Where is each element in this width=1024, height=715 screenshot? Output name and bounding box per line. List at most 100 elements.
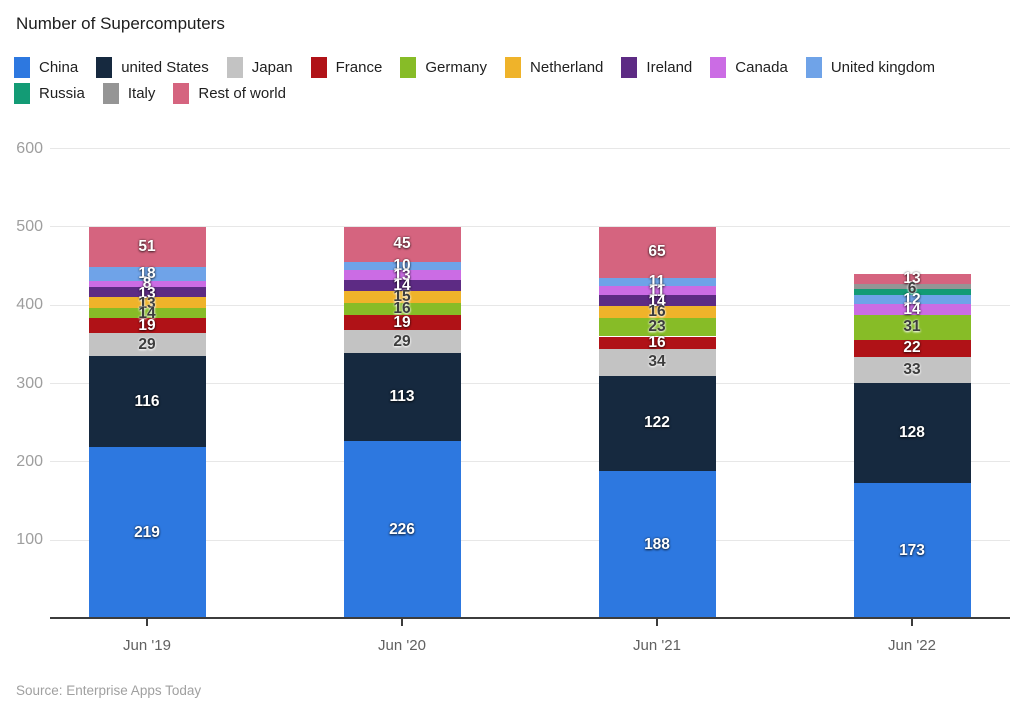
bar-segment-france[interactable] [598,336,716,350]
x-axis-label-2: Jun '20 [378,637,426,654]
legend-label: Italy [127,85,156,102]
bar-segment-netherland[interactable] [88,297,206,308]
legend-item-united-states[interactable]: united States [96,57,209,78]
gridline-500 [50,226,1010,228]
legend-item-russia[interactable]: Russia [14,83,85,104]
bar-segment-rest-of-world[interactable] [598,226,716,278]
legend: China united States Japan France Germany Neth… [14,57,1014,109]
bar-segment-canada[interactable] [343,269,461,281]
bar-segment-china[interactable] [343,441,461,619]
bar-segment-germany[interactable] [343,302,461,316]
bar-segment-united-kingdom[interactable] [598,277,716,287]
bar-segment-united-states[interactable] [88,356,206,447]
bar-segment-ireland[interactable] [88,287,206,298]
legend-swatch [14,83,30,104]
legend-swatch [173,83,190,104]
legend-item-canada[interactable]: Canada [710,57,788,78]
legend-label: Japan [251,59,293,76]
legend-swatch [400,57,417,78]
legend-label: Netherland [530,59,604,76]
x-axis-tick [911,619,913,626]
bar-segment-canada[interactable] [88,280,206,288]
legend-label: Russia [39,85,85,102]
legend-item-netherland[interactable]: Netherland [505,57,603,78]
y-axis-label-400: 400 [16,296,43,314]
legend-label: France [335,59,383,76]
legend-label: Canada [735,59,788,76]
legend-swatch [505,57,522,78]
legend-item-japan[interactable]: Japan [226,57,293,78]
bar-segment-canada[interactable] [598,286,716,295]
legend-label: Ireland [646,59,693,76]
bar-segment-netherland[interactable] [598,305,716,319]
bar-segment-united-states[interactable] [343,352,461,442]
gridline-300 [50,383,1010,384]
legend-label: United kingdom [830,59,936,76]
legend-swatch [621,57,638,78]
bar-segment-united-kingdom[interactable] [88,266,206,281]
legend-item-france[interactable]: France [310,57,383,78]
bar-segment-china[interactable] [88,446,206,619]
gridline-200 [50,461,1010,463]
legend-item-germany[interactable]: Germany [400,57,487,78]
legend-swatch [96,57,113,78]
bar-segment-germany[interactable] [853,315,971,340]
legend-item-china[interactable]: China [14,57,78,78]
legend-row: China united States Japan France Germany Neth… [14,57,1014,78]
bar-segment-rest-of-world[interactable] [88,226,206,267]
bar-segment-china[interactable] [598,471,716,619]
x-axis-tick [656,619,658,626]
gridline-400 [50,304,1010,306]
gridline-600 [50,148,1010,149]
x-axis-label-4: Jun '22 [888,637,936,654]
legend-row: Russia Italy Rest of world [14,83,1014,104]
bar-segment-russia[interactable] [853,288,971,295]
bar-segment-france[interactable] [853,339,971,357]
y-axis-label-600: 600 [16,139,43,157]
legend-item-united-kingdom[interactable]: United kingdom [805,57,936,78]
bar-segment-ireland[interactable] [343,280,461,292]
bar-segment-ireland[interactable] [598,294,716,306]
legend-item-italy[interactable]: Italy [102,83,156,104]
x-axis-tick [146,619,148,626]
bar-segment-germany[interactable] [88,307,206,319]
bar-segment-japan[interactable] [88,333,206,357]
gridline-100 [50,539,1010,541]
legend-swatch [102,83,119,104]
bar-segment-united-states[interactable] [853,382,971,483]
bar-segment-japan[interactable] [598,349,716,376]
legend-swatch [805,57,822,78]
bar-segment-japan[interactable] [343,330,461,353]
bar-segment-china[interactable] [853,482,971,619]
bar-segment-united-kingdom[interactable] [343,262,461,270]
y-axis-label-300: 300 [16,374,43,392]
bar-segment-rest-of-world[interactable] [343,226,461,263]
bar-segment-canada[interactable] [853,304,971,316]
bar-segment-rest-of-world[interactable] [853,273,971,284]
x-axis-label-3: Jun '21 [633,637,681,654]
bar-segment-japan[interactable] [853,356,971,383]
y-axis-label-100: 100 [16,531,43,549]
legend-swatch [226,57,243,78]
legend-item-rest-of-world[interactable]: Rest of world [173,83,286,104]
bar-segment-germany[interactable] [598,318,716,337]
legend-label: united States [121,59,209,76]
legend-label: Rest of world [198,85,286,102]
legend-label: China [39,59,79,76]
bar-segment-italy[interactable] [853,284,971,289]
bar-segment-netherland[interactable] [343,291,461,303]
legend-swatch [14,57,30,78]
x-axis-label-1: Jun '19 [123,637,171,654]
bar-segment-united-kingdom[interactable] [853,294,971,305]
y-axis-label-500: 500 [16,217,43,235]
bar-segment-united-states[interactable] [598,375,716,472]
bar-segment-france[interactable] [343,315,461,331]
legend-swatch [710,57,727,78]
bar-segment-france[interactable] [88,318,206,334]
legend-item-ireland[interactable]: Ireland [621,57,692,78]
x-axis-line [50,617,1010,619]
y-axis-label-200: 200 [16,452,43,470]
legend-label: Germany [425,59,488,76]
chart-title: Number of Supercomputers [16,14,225,33]
